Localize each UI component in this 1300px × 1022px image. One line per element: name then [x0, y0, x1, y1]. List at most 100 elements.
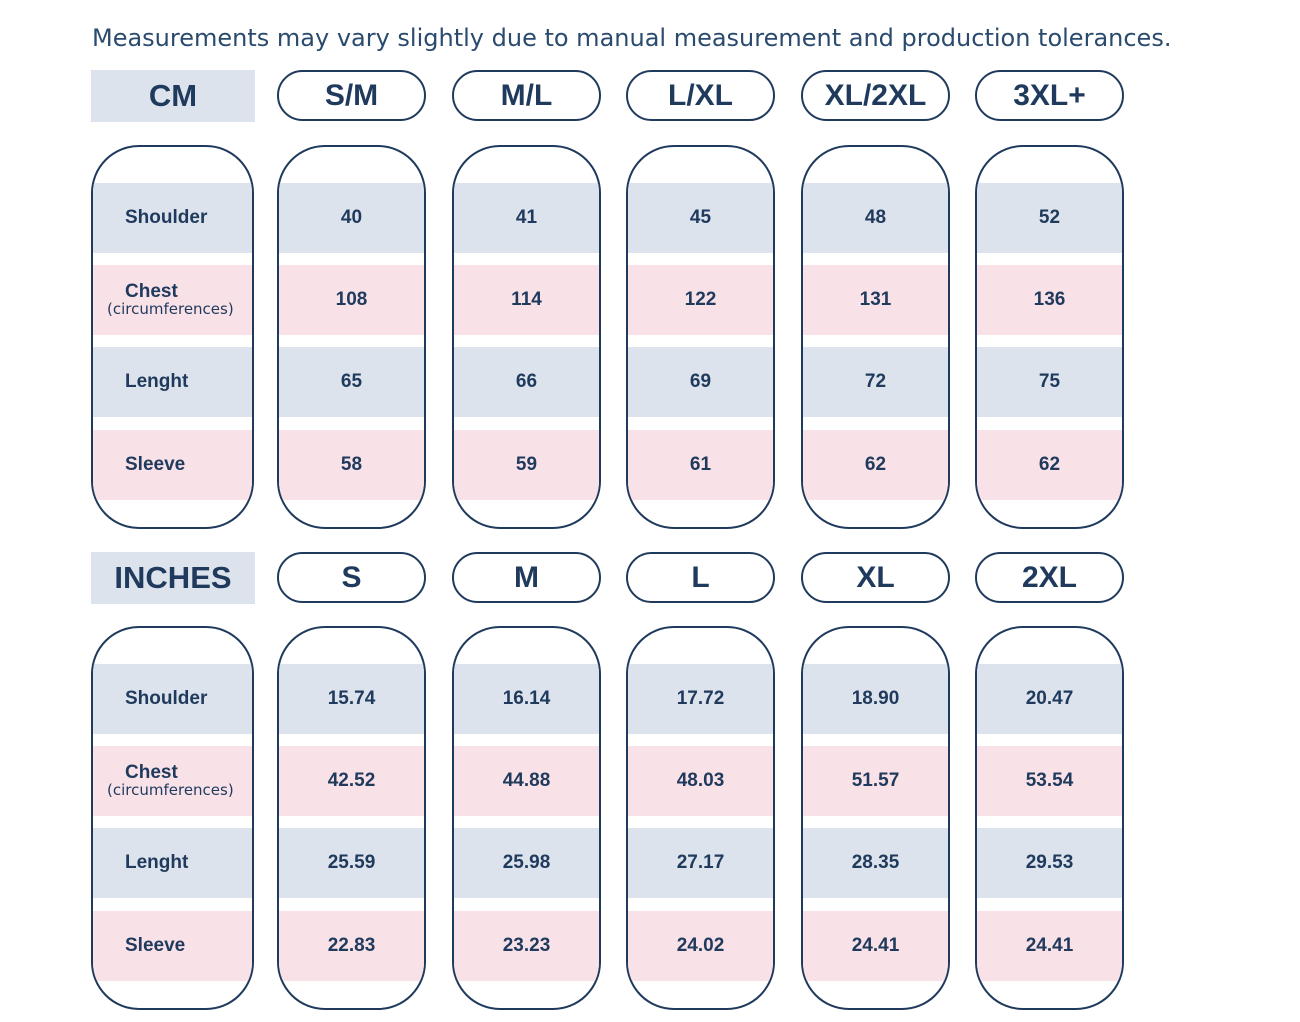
inches-size-header: L [626, 552, 775, 603]
measurement-value: 29.53 [1025, 852, 1074, 873]
measurement-value: 136 [1033, 289, 1066, 310]
cm-value-band: 40 [279, 183, 424, 253]
cm-size-column: 41 114 66 59 [452, 145, 601, 529]
inches-value-band: 23.23 [454, 911, 599, 981]
inches-value-band: 24.41 [977, 911, 1122, 981]
inches-unit-label: INCHES [91, 552, 255, 604]
cm-value-band: 52 [977, 183, 1122, 253]
measurement-value: 23.23 [502, 935, 551, 956]
measurement-value: 28.35 [851, 852, 900, 873]
measurement-value: 61 [689, 454, 712, 475]
cm-value-band: 58 [279, 430, 424, 500]
measurement-value: 41 [515, 207, 538, 228]
measurement-value: 45 [689, 207, 712, 228]
measurement-value: 75 [1038, 371, 1061, 392]
cm-value-band: 69 [628, 347, 773, 417]
row-label-text: Chest [125, 762, 178, 784]
row-label-text: Lenght [125, 852, 189, 874]
inches-value-band: 48.03 [628, 746, 773, 816]
cm-value-band: 136 [977, 265, 1122, 335]
inches-size-header: M [452, 552, 601, 603]
inches-size-column: 16.14 44.88 25.98 23.23 [452, 626, 601, 1010]
measurement-value: 62 [864, 454, 887, 475]
inches-size-column: 18.90 51.57 28.35 24.41 [801, 626, 950, 1010]
row-label-subtext: (circumferences) [107, 300, 234, 319]
cm-value-band: 114 [454, 265, 599, 335]
row-label-text: Shoulder [125, 207, 208, 229]
row-label: Chest (circumferences) [93, 282, 234, 318]
cm-value-band: 59 [454, 430, 599, 500]
measurement-value: 17.72 [676, 688, 725, 709]
row-label-text: Lenght [125, 371, 189, 393]
inches-value-band: 25.98 [454, 828, 599, 898]
inches-size-header: 2XL [975, 552, 1124, 603]
measurement-value: 52 [1038, 207, 1061, 228]
measurement-value: 131 [859, 289, 892, 310]
cm-value-band: 61 [628, 430, 773, 500]
inches-value-band: 53.54 [977, 746, 1122, 816]
measurement-value: 48.03 [676, 770, 725, 791]
inches-size-header: XL [801, 552, 950, 603]
cm-size-header: 3XL+ [975, 70, 1124, 121]
measurement-value: 69 [689, 371, 712, 392]
cm-size-column: 48 131 72 62 [801, 145, 950, 529]
cm-unit-label: CM [91, 70, 255, 122]
cm-value-band: 62 [977, 430, 1122, 500]
measurement-value: 122 [684, 289, 717, 310]
cm-size-header: S/M [277, 70, 426, 121]
inches-value-band: 16.14 [454, 664, 599, 734]
inches-value-band: 24.41 [803, 911, 948, 981]
measurement-value: 40 [340, 207, 363, 228]
row-label: Lenght [93, 853, 188, 873]
measurement-value: 72 [864, 371, 887, 392]
measurement-value: 15.74 [327, 688, 376, 709]
cm-value-band: 122 [628, 265, 773, 335]
cm-value-band: 72 [803, 347, 948, 417]
cm-row-label-band: Lenght [93, 347, 252, 417]
cm-row-labels-column: Shoulder Chest (circumferences) Lenght Sleev… [91, 145, 254, 529]
measurement-value: 48 [864, 207, 887, 228]
measurement-value: 59 [515, 454, 538, 475]
row-label-text: Chest [125, 281, 178, 303]
cm-value-band: 62 [803, 430, 948, 500]
measurement-value: 66 [515, 371, 538, 392]
inches-row-label-band: Sleeve [93, 911, 252, 981]
row-label: Sleeve [93, 936, 185, 956]
inches-size-column: 20.47 53.54 29.53 24.41 [975, 626, 1124, 1010]
row-label: Chest (circumferences) [93, 763, 234, 799]
measurement-value: 24.41 [851, 935, 900, 956]
inches-value-band: 28.35 [803, 828, 948, 898]
measurement-value: 44.88 [502, 770, 551, 791]
cm-size-header: XL/2XL [801, 70, 950, 121]
cm-value-band: 48 [803, 183, 948, 253]
cm-row-label-band: Shoulder [93, 183, 252, 253]
inches-value-band: 29.53 [977, 828, 1122, 898]
row-label-subtext: (circumferences) [107, 781, 234, 800]
inches-value-band: 22.83 [279, 911, 424, 981]
measurement-value: 24.41 [1025, 935, 1074, 956]
inches-value-band: 42.52 [279, 746, 424, 816]
measurement-value: 65 [340, 371, 363, 392]
measurement-value: 20.47 [1025, 688, 1074, 709]
inches-value-band: 27.17 [628, 828, 773, 898]
row-label: Shoulder [93, 208, 207, 228]
row-label: Sleeve [93, 455, 185, 475]
cm-value-band: 45 [628, 183, 773, 253]
inches-size-header: S [277, 552, 426, 603]
row-label: Lenght [93, 372, 188, 392]
row-label-text: Shoulder [125, 688, 208, 710]
row-label-text: Sleeve [125, 454, 186, 476]
measurement-value: 62 [1038, 454, 1061, 475]
measurement-value: 108 [335, 289, 368, 310]
cm-size-header: M/L [452, 70, 601, 121]
cm-size-header: L/XL [626, 70, 775, 121]
inches-value-band: 44.88 [454, 746, 599, 816]
inches-value-band: 51.57 [803, 746, 948, 816]
row-label-text: Sleeve [125, 935, 186, 957]
cm-value-band: 108 [279, 265, 424, 335]
measurement-value: 42.52 [327, 770, 376, 791]
inches-value-band: 15.74 [279, 664, 424, 734]
measurement-value: 114 [511, 289, 542, 310]
inches-row-label-band: Lenght [93, 828, 252, 898]
cm-value-band: 66 [454, 347, 599, 417]
